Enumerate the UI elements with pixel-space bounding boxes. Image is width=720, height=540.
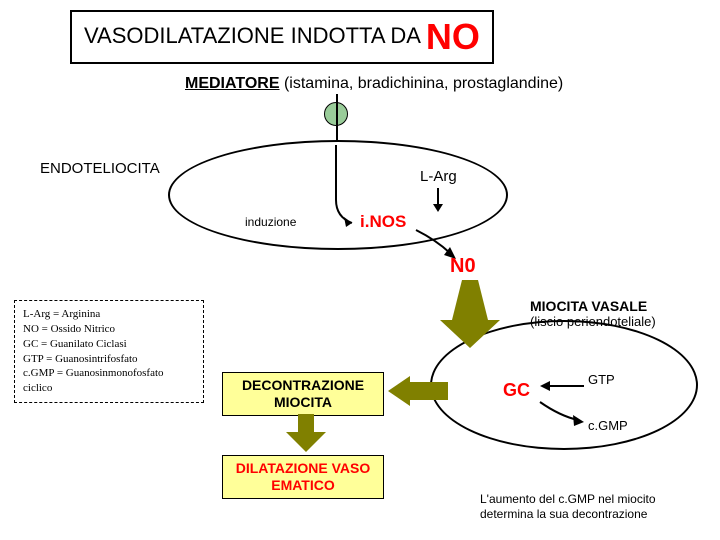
- gtp-label: GTP: [588, 372, 615, 387]
- decontrazione-box: DECONTRAZIONE MIOCITA: [222, 372, 384, 416]
- miocita-sub: (liscio periendoteliale): [530, 314, 656, 329]
- mediator-line: MEDIATORE (istamina, bradichinina, prost…: [185, 75, 563, 93]
- dilatazione-text: DILATAZIONE VASO EMATICO: [236, 460, 371, 493]
- no-label: N0: [450, 255, 476, 278]
- no-to-myocyte-arrow: [452, 280, 512, 355]
- footer-line2: determina la sua decontrazione: [480, 507, 656, 522]
- decontrazione-text: DECONTRAZIONE MIOCITA: [242, 377, 364, 410]
- legend-l4: GTP = Guanosintrifosfato: [23, 352, 195, 367]
- cgmp-label: c.GMP: [588, 418, 628, 433]
- larg-arrow: [430, 188, 450, 214]
- legend-l3: GC = Guanilato Ciclasi: [23, 337, 195, 352]
- miocita-vasale-text: MIOCITA VASALE: [530, 298, 656, 314]
- gc-to-cgmp-arrow: [540, 398, 590, 428]
- gtp-to-gc-arrow: [538, 378, 588, 394]
- title-prefix: VASODILATAZIONE INDOTTA DA: [84, 23, 426, 48]
- larg-label: L-Arg: [420, 168, 457, 185]
- footer-text: L'aumento del c.GMP nel miocito determin…: [480, 492, 656, 522]
- dilatazione-box: DILATAZIONE VASO EMATICO: [222, 455, 384, 499]
- inos-label: i.NOS: [360, 212, 406, 232]
- gc-label: GC: [503, 380, 530, 401]
- legend-l1: L-Arg = Arginina: [23, 307, 195, 322]
- title-no: NO: [426, 16, 480, 57]
- title-box: VASODILATAZIONE INDOTTA DA NO: [70, 10, 494, 64]
- legend-box: L-Arg = Arginina NO = Ossido Nitrico GC …: [14, 300, 204, 403]
- induzione-label: induzione: [245, 215, 296, 229]
- legend-l5: c.GMP = Guanosinmonofosfato: [23, 366, 195, 381]
- decontrazione-to-dilatazione-arrow: [286, 414, 326, 454]
- legend-l2: NO = Ossido Nitrico: [23, 322, 195, 337]
- endoteliocita-label: ENDOTELIOCITA: [40, 160, 160, 177]
- legend-l6: ciclico: [23, 381, 195, 396]
- mediator-rest: (istamina, bradichinina, prostaglandine): [280, 75, 564, 92]
- miocita-vasale-label: MIOCITA VASALE (liscio periendoteliale): [530, 298, 656, 329]
- myocyte-to-decontrazione-arrow: [388, 376, 448, 406]
- receptor-line: [336, 94, 338, 144]
- footer-line1: L'aumento del c.GMP nel miocito: [480, 492, 656, 507]
- mediator-label: MEDIATORE: [185, 75, 280, 92]
